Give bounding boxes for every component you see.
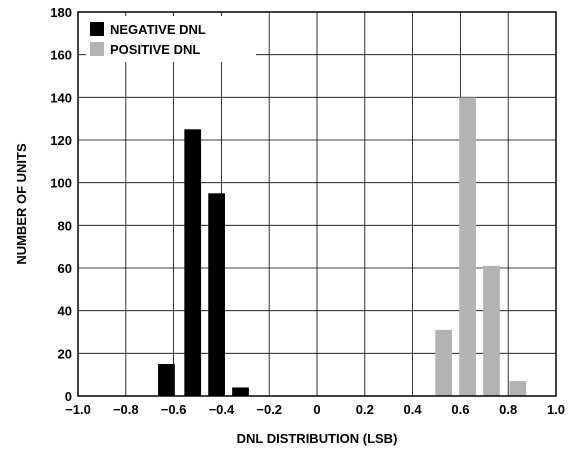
negative-dnl-bar <box>232 387 249 396</box>
x-tick-label: 0.4 <box>404 402 423 417</box>
y-tick-label: 100 <box>50 176 72 191</box>
legend-label-positive: POSITIVE DNL <box>110 42 200 57</box>
negative-dnl-bar <box>184 129 202 397</box>
x-tick-label: 0.6 <box>451 402 469 417</box>
y-tick-label: 80 <box>58 218 72 233</box>
negative-dnl-bar <box>208 193 225 396</box>
y-tick-label: 0 <box>65 389 72 404</box>
y-tick-labels: 0 20 40 60 80 100 120 140 160 180 <box>50 5 72 404</box>
positive-dnl-bar <box>509 381 527 396</box>
legend-background <box>86 16 256 62</box>
legend-swatch-positive <box>90 42 104 56</box>
x-tick-label: 0.2 <box>356 402 374 417</box>
legend-swatch-negative <box>90 22 104 36</box>
legend-label-negative: NEGATIVE DNL <box>110 22 206 37</box>
x-tick-labels: −1.0 −0.8 −0.6 −0.4 −0.2 0 0.2 0.4 0.6 0.8 1.0 <box>65 402 565 417</box>
positive-dnl-bar <box>435 329 453 396</box>
x-tick-label: −0.8 <box>113 402 139 417</box>
y-tick-label: 120 <box>50 133 72 148</box>
y-tick-label: 140 <box>50 90 72 105</box>
x-tick-label: 0 <box>313 402 320 417</box>
y-axis-label: NUMBER OF UNITS <box>14 143 29 265</box>
y-tick-label: 160 <box>50 48 72 63</box>
negative-dnl-bar <box>158 364 175 396</box>
x-tick-label: 0.8 <box>499 402 517 417</box>
y-tick-label: 60 <box>58 261 72 276</box>
y-tick-label: 20 <box>58 346 72 361</box>
plot-frame <box>77 11 557 397</box>
x-axis-label: DNL DISTRIBUTION (LSB) <box>237 431 398 446</box>
y-tick-label: 180 <box>50 5 72 20</box>
x-tick-label: −0.2 <box>256 402 282 417</box>
x-tick-label: −1.0 <box>65 402 91 417</box>
bars <box>158 97 527 397</box>
positive-dnl-bar <box>483 265 500 396</box>
x-tick-label: −0.6 <box>161 402 187 417</box>
x-tick-label: 1.0 <box>547 402 565 417</box>
legend: NEGATIVE DNL POSITIVE DNL <box>86 16 256 62</box>
y-tick-label: 40 <box>58 304 72 319</box>
positive-dnl-bar <box>459 97 476 396</box>
x-tick-label: −0.4 <box>209 402 235 417</box>
grid-lines <box>78 12 556 396</box>
